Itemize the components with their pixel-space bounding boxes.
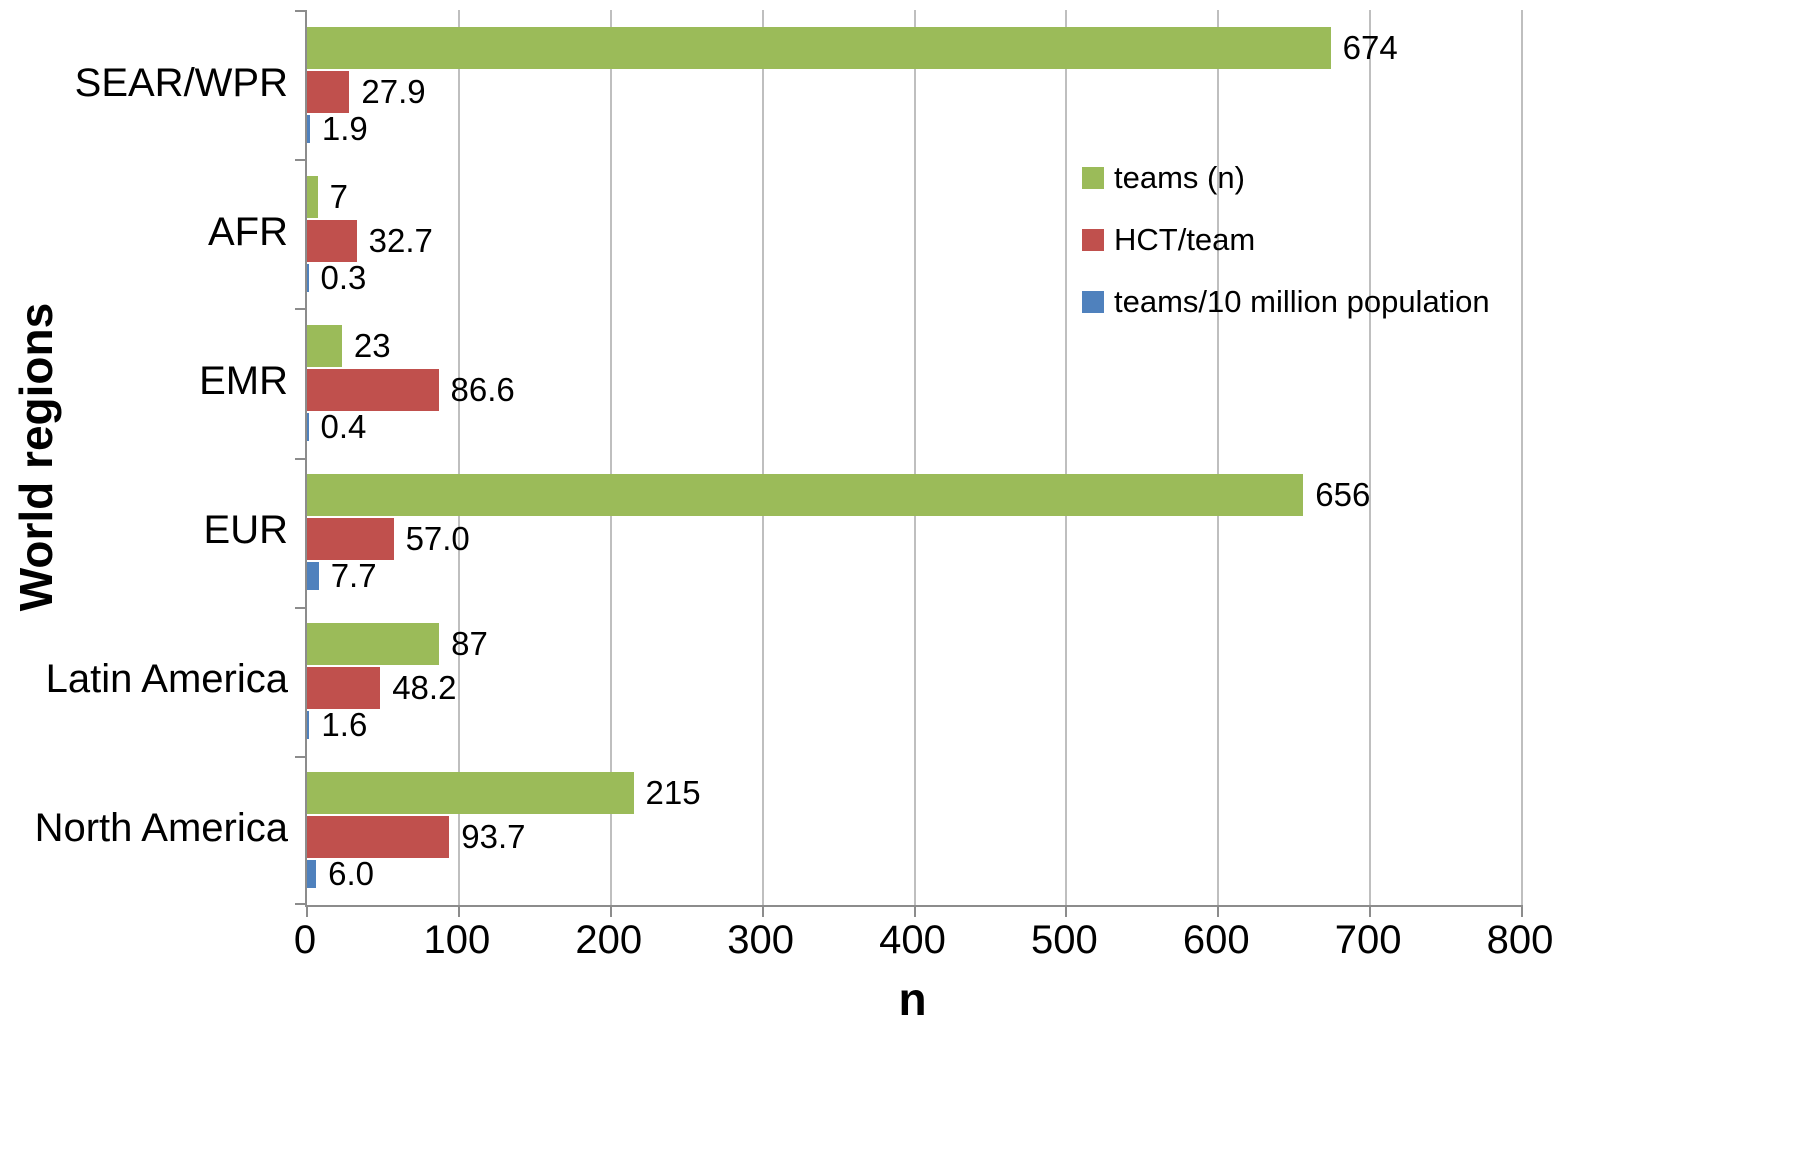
bar-value-label: 6.0 [328, 855, 374, 893]
category-label: Latin America [45, 657, 288, 702]
x-axis-tick-label: 100 [423, 918, 491, 962]
legend-swatch-icon [1082, 291, 1104, 313]
x-axis-title: n [898, 973, 927, 1025]
x-axis-tick-label: 300 [727, 918, 794, 962]
legend-item-teams-10-million-population: teams/10 million population [1082, 284, 1490, 320]
bar-hct-team [307, 816, 450, 859]
x-axis-tick-mark [1065, 905, 1068, 917]
gridline [1217, 10, 1220, 905]
legend-item-hct-team: HCT/team [1082, 222, 1490, 258]
y-axis-tick-mark [295, 903, 307, 905]
legend-swatch-icon [1082, 167, 1104, 189]
gridline [761, 10, 764, 905]
x-axis-tick-mark [761, 905, 764, 917]
y-axis-tick-mark [295, 606, 307, 609]
bar-teams-10-million-population [307, 263, 309, 292]
bar-teams-n [307, 26, 1331, 69]
x-axis-tick-mark [1217, 905, 1220, 917]
bar-value-label: 23 [353, 326, 391, 364]
y-axis-tick-mark [295, 10, 307, 12]
x-axis-tick-label: 600 [1182, 918, 1250, 962]
x-axis-tick-label: 400 [879, 918, 946, 962]
bar-teams-n [307, 324, 342, 367]
gridline [1369, 10, 1372, 905]
x-axis-tick-label: 800 [1486, 918, 1554, 962]
bar-teams-10-million-population [307, 711, 310, 740]
x-axis-tick-mark [306, 905, 308, 917]
gridline [457, 10, 460, 905]
bar-value-label: 0.3 [320, 258, 367, 296]
bar-value-label: 1.6 [321, 706, 368, 744]
category-label: SEAR/WPR [74, 60, 288, 105]
bar-value-label: 93.7 [461, 818, 526, 856]
plot-area: 674 27.9 1.9 7 32.7 0.3 23 86.6 0.4 656 57.0 7.7 87 4… [295, 10, 1523, 917]
x-axis-tick-mark [1369, 905, 1372, 917]
bar-teams-n [307, 772, 634, 815]
bar-value-label: 1.9 [321, 109, 368, 147]
legend: teams (n) HCT/team teams/10 million popula… [1082, 160, 1490, 346]
y-axis-tick-mark [295, 308, 307, 311]
gridline [1065, 10, 1068, 905]
x-axis-tick-mark [913, 905, 916, 917]
legend-label: teams/10 million population [1114, 284, 1490, 319]
bar-value-label: 7 [329, 177, 348, 215]
x-axis-tick-label: 0 [293, 918, 317, 962]
bar-teams-n [307, 474, 1304, 517]
category-axis-labels: SEAR/WPR AFR EMR EUR Latin America North Amer… [0, 10, 288, 905]
bar-teams-n [307, 175, 318, 218]
bar-value-label: 27.9 [361, 72, 426, 110]
bar-value-label: 87 [451, 625, 488, 663]
x-axis-tick-mark [609, 905, 612, 917]
bar-value-label: 86.6 [450, 370, 515, 408]
category-label: EUR [203, 508, 288, 553]
legend-label: HCT/team [1114, 222, 1256, 257]
bar-value-label: 215 [645, 774, 701, 812]
bar-teams-10-million-population [307, 562, 319, 591]
bar-value-label: 656 [1315, 476, 1371, 514]
bar-value-label: 7.7 [330, 557, 377, 595]
bar-hct-team [307, 667, 381, 710]
gridline [609, 10, 612, 905]
y-axis-tick-mark [295, 159, 307, 162]
legend-swatch-icon [1082, 229, 1104, 251]
bar-hct-team [307, 70, 350, 113]
category-label: AFR [208, 209, 288, 254]
bar-teams-10-million-population [307, 114, 310, 143]
category-label: North America [34, 806, 288, 851]
y-axis-tick-mark [295, 755, 307, 758]
bar-value-label: 0.4 [320, 407, 367, 445]
legend-label: teams (n) [1114, 160, 1245, 195]
bar-teams-n [307, 623, 440, 666]
x-axis-tick-label: 500 [1031, 918, 1098, 962]
bar-hct-team [307, 219, 357, 262]
gridline [913, 10, 916, 905]
x-axis-tick-label: 200 [575, 918, 643, 962]
gridline [1521, 10, 1523, 905]
category-label: EMR [199, 358, 288, 403]
x-axis-tick-label: 700 [1334, 918, 1402, 962]
x-axis-tick-labels: 0 100 200 300 400 500 600 700 800 [294, 918, 1554, 966]
bar-value-label: 48.2 [392, 669, 457, 707]
bar-hct-team [307, 518, 394, 561]
bar-teams-10-million-population [307, 412, 309, 441]
bar-value-label: 57.0 [405, 520, 470, 558]
x-axis-tick-mark [1521, 905, 1523, 917]
y-axis-tick-mark [295, 457, 307, 460]
bar-value-label: 32.7 [368, 221, 433, 259]
bar-hct-team [307, 368, 439, 411]
x-axis-tick-mark [457, 905, 460, 917]
bar-value-label: 674 [1342, 28, 1398, 66]
bar-teams-10-million-population [307, 860, 317, 889]
legend-item-teams-n: teams (n) [1082, 160, 1490, 196]
